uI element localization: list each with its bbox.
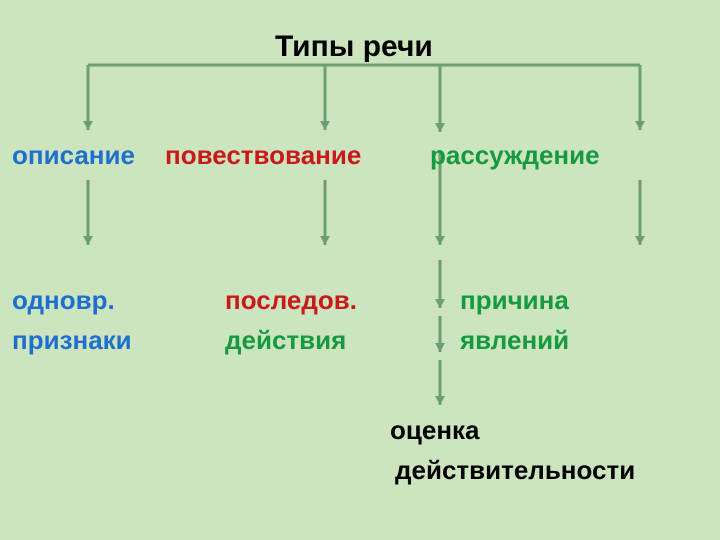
- row2-item-3: признаки: [12, 325, 132, 356]
- row2-item-2: причина: [460, 285, 569, 316]
- row2-item-4: действия: [225, 325, 346, 356]
- row1-item-0: описание: [12, 140, 135, 171]
- row2-item-5: явлений: [460, 325, 569, 356]
- row1-item-2: рассуждение: [430, 140, 600, 171]
- title: Типы речи: [275, 30, 433, 64]
- row2-item-0: одновр.: [12, 285, 115, 316]
- row3-item-1: действительности: [395, 455, 635, 486]
- row1-item-1: повествование: [165, 140, 361, 171]
- row2-item-1: последов.: [225, 285, 357, 316]
- row3-item-0: оценка: [390, 415, 480, 446]
